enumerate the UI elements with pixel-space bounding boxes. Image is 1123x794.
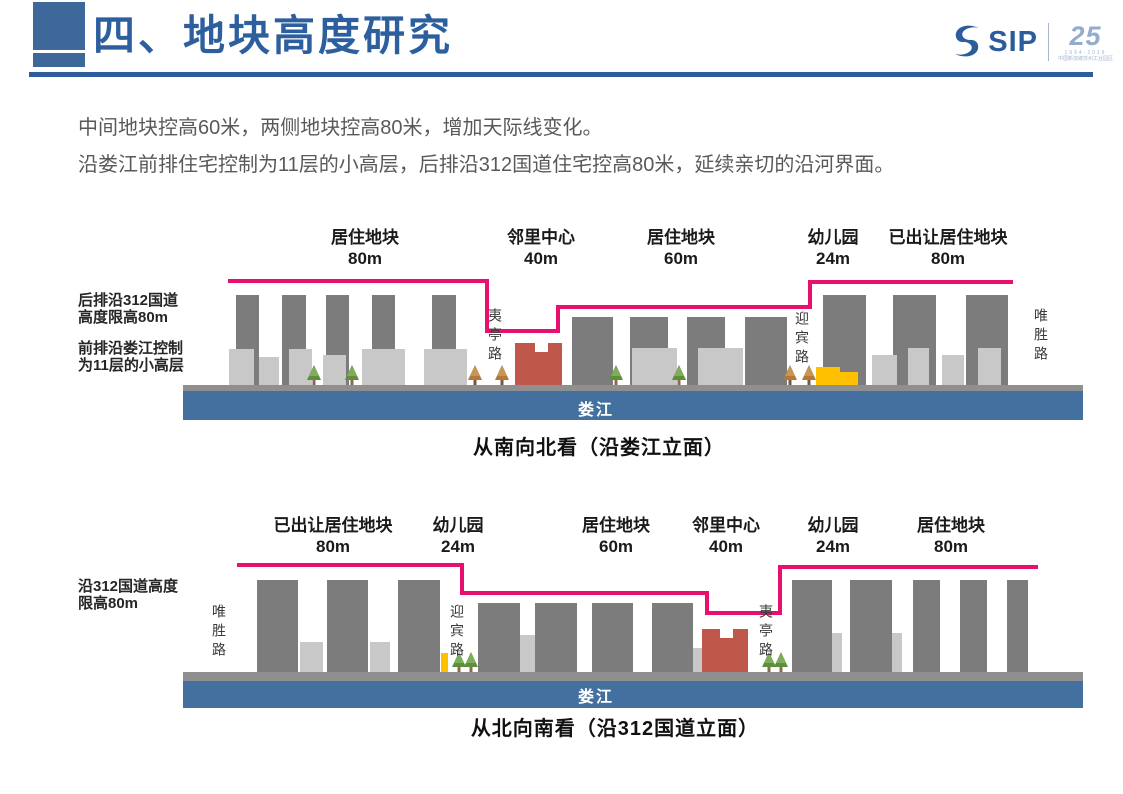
diagram1-front-lowrises [229,348,1001,385]
diagram1-zone-label-kindergarten: 幼儿园 24m [807,228,859,268]
diagram1-neighborhood-center-building [515,343,562,385]
tower [1007,580,1028,672]
anniversary-number: 25 [1069,20,1102,51]
diagram2-road-label-yiting: 夷亭路 [758,604,774,661]
anniversary-mark: 25 1994-2019 中国新加坡苏州工业园区 [1057,20,1113,62]
lowrise [323,355,346,385]
lowrise [289,349,312,385]
tower [478,603,520,672]
diagram2-zone-label-neighborhood-center: 邻里中心 40m [692,516,760,556]
diagram1-caption: 从南向北看（沿娄江立面） [473,437,725,459]
tree-icon [495,365,509,385]
tower [398,580,440,672]
diagram1-road-label-yingbin: 迎宾路 [794,311,810,368]
diagram2-neighborhood-center-building [702,629,748,672]
diagram2-ground [183,672,1083,681]
lowrise [424,349,467,385]
diagram2-side-label: 沿312国道高度 限高80m [78,578,179,612]
tower [792,580,832,672]
page-title: 四、地块高度研究 [93,12,454,59]
tree-icon [774,652,788,672]
lowrise [892,633,902,672]
title-underline [29,72,1093,77]
lowrise [300,642,323,672]
body-text-line-1: 中间地块控高60米，两侧地块控高80米，增加天际线变化。 [78,117,603,139]
tower [850,580,892,672]
lowrise [362,349,405,385]
diagram2-zone-label-kindergarten-left: 幼儿园 24m [432,516,484,556]
diagram2-caption: 从北向南看（沿312国道立面） [470,718,760,740]
lowrise [693,648,702,672]
diagram1-road-label-weisheng: 唯胜路 [1033,308,1049,365]
diagram2-river-label: 娄江 [577,689,615,706]
lowrise [520,635,535,672]
lowrise [632,348,677,385]
anniversary-years: 1994-2019 [1064,49,1107,56]
lowrise [229,349,254,385]
logo-divider [1047,23,1049,61]
diagram1-height-limit-line [228,279,1013,333]
title-decoration-bar [33,53,85,67]
diagram2-road-label-weisheng: 唯胜路 [211,604,227,661]
tower [913,580,940,672]
diagram1-side-label-front-row: 前排沿娄江控制 为11层的小高层 [78,340,184,374]
diagram2-zone-label-kindergarten-right: 幼儿园 24m [807,516,859,556]
diagram2-zone-label-residential-mid: 居住地块 60m [582,516,650,556]
tree-icon [468,365,482,385]
diagram2-scene [183,563,1083,708]
diagram2-front-lowrises [300,633,902,672]
diagram2-zone-label-sold-residential: 已出让居住地块 80m [273,516,393,556]
diagram1-road-label-yiting: 夷亭路 [487,308,503,365]
tower [652,603,693,672]
tree-icon [802,365,816,385]
tower [327,580,368,672]
tower [535,603,577,672]
diagram2-zone-label-residential-right: 居住地块 80m [917,516,985,556]
diagram1-zone-label-residential-left: 居住地块 80m [331,228,399,268]
diagram1-kindergarten-building [816,367,858,385]
lowrise [370,642,390,672]
diagram1-zone-label-neighborhood-center: 邻里中心 40m [507,228,575,268]
sip-logo: SIP 25 1994-2019 中国新加坡苏州工业园区 [948,16,1113,68]
title-decoration-square [33,2,85,50]
diagram1-river-label: 娄江 [577,402,615,419]
tower [745,317,787,385]
diagram1-zone-label-residential-mid: 居住地块 60m [647,228,715,268]
diagram1-ground [183,385,1083,391]
lowrise [942,355,964,385]
lowrise [908,348,929,385]
tower [960,580,987,672]
sip-swirl-icon [955,25,980,57]
diagram1-zone-label-sold-residential: 已出让居住地块 80m [888,228,1008,268]
diagram2-height-limit-line [237,563,1038,615]
lowrise [832,633,842,672]
lowrise [872,355,897,385]
lowrise [259,357,279,385]
tower [592,603,633,672]
tower [257,580,298,672]
anniversary-org-text: 中国新加坡苏州工业园区 [1057,55,1113,62]
sip-logo-text: SIP [988,25,1038,58]
diagram1-river-band [183,391,1083,420]
diagram2-back-towers [257,580,1028,672]
diagram1-scene [183,279,1083,420]
lowrise [978,348,1001,385]
diagram2-kindergarten-building [441,653,448,672]
diagram2-river-band [183,681,1083,708]
lowrise [698,348,743,385]
diagram2-road-label-yingbin: 迎宾路 [449,604,465,661]
tower [572,317,613,385]
body-text-line-2: 沿娄江前排住宅控制为11层的小高层，后排沿312国道住宅控高80米，延续亲切的沿… [78,154,895,176]
diagram1-side-label-back-row: 后排沿312国道 高度限高80m [78,292,179,326]
